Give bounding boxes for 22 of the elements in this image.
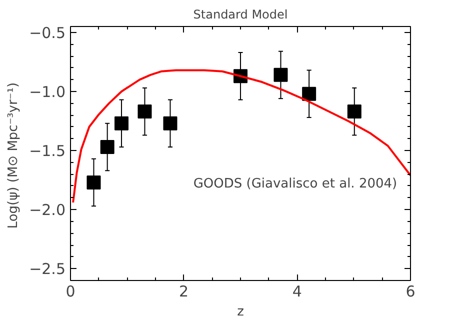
x-tick-label: 6	[406, 282, 416, 300]
x-tick-label: 2	[179, 282, 189, 300]
point	[100, 140, 114, 154]
y-tick-label: −2.0	[29, 201, 66, 220]
y-tick-label: −0.5	[29, 24, 66, 42]
chart-title: Standard Model	[193, 8, 288, 22]
point	[138, 104, 152, 119]
point	[274, 68, 288, 82]
y-tick-label: −1.0	[29, 82, 66, 101]
point	[347, 104, 362, 119]
point	[163, 116, 178, 130]
x-axis-title: z	[237, 304, 244, 320]
y-tick-label: −2.5	[29, 260, 66, 278]
x-tick-label: 0	[66, 282, 76, 300]
point	[302, 86, 316, 101]
point	[114, 116, 128, 130]
line-series	[72, 69, 410, 204]
y-axis-title: Log(ψ) (M⊙ Mpc⁻³yr⁻¹)	[6, 82, 22, 229]
x-tick-label: 4	[292, 282, 302, 300]
y-tick-label: −1.5	[29, 142, 66, 160]
annotation: GOODS (Giavalisco et al. 2004)	[193, 176, 398, 192]
point	[86, 175, 101, 190]
